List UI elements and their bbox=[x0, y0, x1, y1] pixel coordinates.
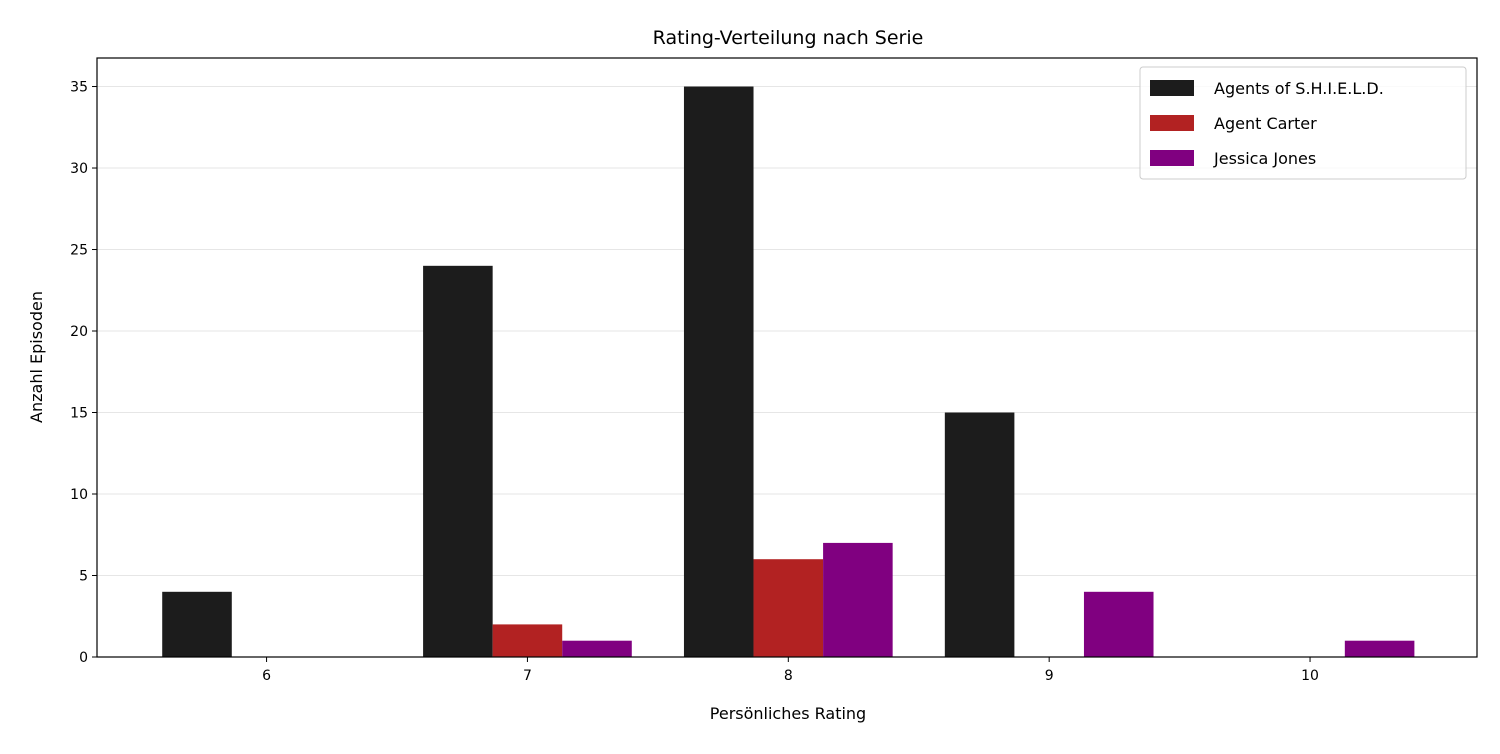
y-tick-label: 15 bbox=[70, 406, 88, 422]
y-tick-label: 30 bbox=[70, 161, 88, 177]
x-tick-label: 10 bbox=[1301, 668, 1319, 684]
bars bbox=[162, 86, 1415, 658]
bar bbox=[1083, 591, 1154, 657]
legend-label: Agent Carter bbox=[1214, 114, 1317, 133]
bar bbox=[562, 640, 632, 657]
legend-label: Jessica Jones bbox=[1213, 149, 1316, 168]
bar bbox=[944, 412, 1015, 657]
legend-swatch bbox=[1150, 80, 1194, 96]
bar bbox=[753, 559, 824, 657]
bar bbox=[162, 591, 232, 657]
bar bbox=[823, 542, 893, 657]
bar bbox=[1344, 640, 1415, 657]
y-tick-label: 0 bbox=[79, 650, 88, 666]
legend-swatch bbox=[1150, 115, 1194, 131]
bar bbox=[423, 265, 493, 657]
chart-title: Rating-Verteilung nach Serie bbox=[653, 27, 924, 49]
y-tick-label: 20 bbox=[70, 324, 88, 340]
x-tick-label: 9 bbox=[1045, 668, 1054, 684]
bar bbox=[683, 86, 754, 658]
x-axis-label: Persönliches Rating bbox=[710, 704, 866, 723]
plot-frame bbox=[96, 57, 1478, 658]
legend-swatch bbox=[1150, 150, 1194, 166]
grid bbox=[97, 86, 1477, 658]
y-axis: 0 5 10 15 20 25 30 35 bbox=[70, 80, 97, 666]
x-tick-label: 6 bbox=[262, 668, 271, 684]
bar bbox=[492, 624, 563, 657]
y-tick-label: 25 bbox=[70, 243, 88, 259]
y-tick-label: 5 bbox=[79, 569, 88, 585]
x-tick-label: 8 bbox=[784, 668, 793, 684]
x-axis: 6 7 8 9 10 bbox=[262, 657, 1319, 684]
y-tick-label: 10 bbox=[70, 487, 88, 503]
x-tick-label: 7 bbox=[523, 668, 532, 684]
y-axis-label: Anzahl Episoden bbox=[27, 291, 46, 423]
legend: Agents of S.H.I.E.L.D. Agent Carter Jessic… bbox=[1139, 66, 1467, 180]
legend-label: Agents of S.H.I.E.L.D. bbox=[1214, 79, 1384, 98]
y-tick-label: 35 bbox=[70, 80, 88, 96]
